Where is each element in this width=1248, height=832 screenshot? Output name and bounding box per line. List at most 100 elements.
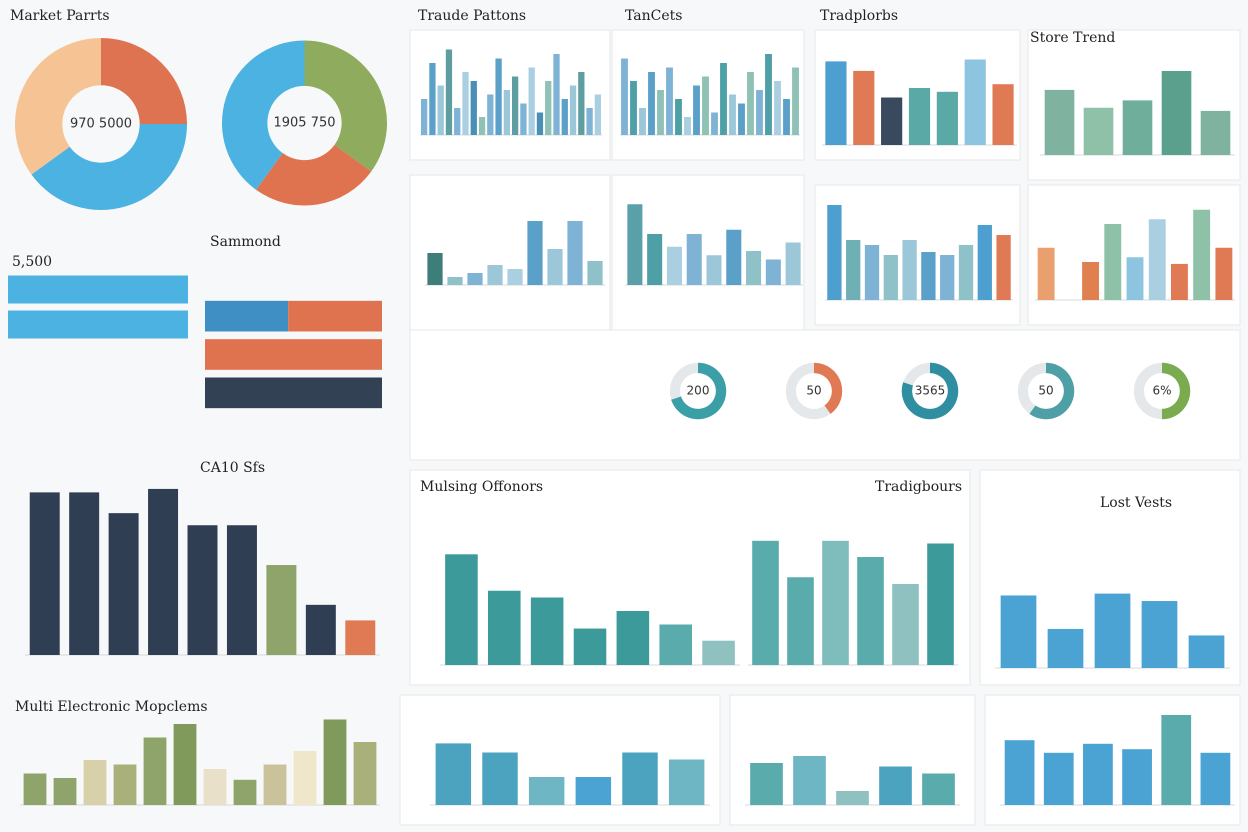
- bar: [783, 99, 790, 135]
- gauge-label: 6%: [1152, 384, 1171, 398]
- bar: [437, 85, 444, 135]
- hbar: [288, 300, 382, 332]
- bar: [528, 67, 535, 135]
- bar: [726, 229, 742, 285]
- bar: [553, 54, 560, 135]
- bar: [462, 72, 469, 135]
- bar: [702, 640, 735, 665]
- bar: [323, 719, 347, 805]
- bar: [621, 58, 628, 135]
- bar: [293, 751, 317, 805]
- bar: [83, 760, 107, 805]
- donut-slice: [15, 37, 101, 175]
- bar: [668, 759, 705, 805]
- bar: [1000, 595, 1037, 668]
- panel: [611, 174, 805, 331]
- gauge-arc: [1029, 362, 1075, 420]
- bar: [545, 81, 552, 135]
- chart-title: Mulsing Offonors: [420, 479, 543, 495]
- bar: [520, 103, 527, 135]
- bar: [1004, 740, 1035, 805]
- bar: [108, 513, 139, 655]
- bar: [266, 565, 297, 655]
- bar: [792, 67, 799, 135]
- gauge-label: 50: [806, 384, 821, 398]
- chart-title: Tradigbours: [875, 479, 962, 495]
- bar: [774, 81, 781, 135]
- bar: [482, 752, 518, 805]
- bar: [693, 85, 700, 135]
- bar: [666, 67, 673, 135]
- bar: [922, 773, 955, 805]
- bar: [435, 743, 472, 805]
- bar: [881, 97, 903, 145]
- bar: [536, 112, 544, 135]
- bar: [921, 252, 936, 300]
- bar: [666, 246, 682, 285]
- bar: [594, 94, 602, 135]
- gauge-arc: [814, 362, 843, 414]
- hbar: [205, 339, 382, 370]
- bar: [587, 261, 603, 285]
- bar: [578, 72, 585, 135]
- bar: [684, 117, 691, 135]
- chart-title: CA10 Sfs: [200, 460, 265, 476]
- bar: [883, 255, 898, 300]
- bar: [1037, 247, 1055, 300]
- donut-slice: [256, 144, 372, 206]
- bar: [575, 777, 612, 805]
- bar: [530, 597, 564, 665]
- bar: [675, 99, 682, 135]
- bar: [864, 245, 880, 300]
- chart-title: Multi Electronic Mopclems: [15, 699, 208, 715]
- chart-title: Traude Pattons: [418, 8, 526, 24]
- bar: [427, 253, 443, 285]
- panel: [409, 329, 1241, 461]
- bar: [586, 108, 593, 135]
- bar: [686, 234, 702, 285]
- bar: [1083, 743, 1113, 805]
- gauge-label: 200: [687, 384, 710, 398]
- bar: [892, 584, 919, 665]
- bar: [746, 251, 762, 285]
- bar: [627, 204, 643, 285]
- bar: [964, 59, 986, 145]
- hbar: [205, 300, 289, 332]
- bar: [659, 624, 692, 665]
- chart-title: Market Parrts: [10, 8, 110, 24]
- bar: [148, 488, 179, 655]
- bar: [720, 63, 727, 135]
- bar: [1161, 71, 1192, 155]
- bar: [527, 221, 543, 285]
- bar: [1215, 247, 1233, 300]
- bar: [187, 525, 218, 655]
- bar: [711, 112, 718, 135]
- bar: [765, 259, 781, 285]
- bar: [940, 255, 955, 300]
- hbar: [8, 310, 188, 339]
- bar: [488, 590, 521, 665]
- gauge-arc: [901, 362, 959, 420]
- bar: [1193, 209, 1211, 300]
- bar: [1148, 219, 1166, 300]
- chart-title: 5,500: [12, 254, 52, 270]
- bar: [1188, 635, 1225, 668]
- bar: [977, 225, 992, 300]
- bar: [1094, 593, 1131, 668]
- bar: [853, 70, 875, 145]
- bar: [495, 58, 502, 135]
- bar: [478, 117, 486, 135]
- bar: [657, 90, 664, 135]
- chart-title: Store Trend: [1030, 30, 1115, 46]
- bar: [29, 492, 60, 655]
- donut-slice: [304, 40, 387, 172]
- bar: [1141, 601, 1178, 668]
- bar: [143, 737, 167, 805]
- bar: [958, 245, 974, 300]
- bar: [226, 525, 257, 655]
- bar: [305, 604, 336, 655]
- gauge-label: 50: [1038, 384, 1053, 398]
- bar: [936, 91, 958, 145]
- bar: [69, 492, 100, 655]
- bar: [750, 763, 783, 805]
